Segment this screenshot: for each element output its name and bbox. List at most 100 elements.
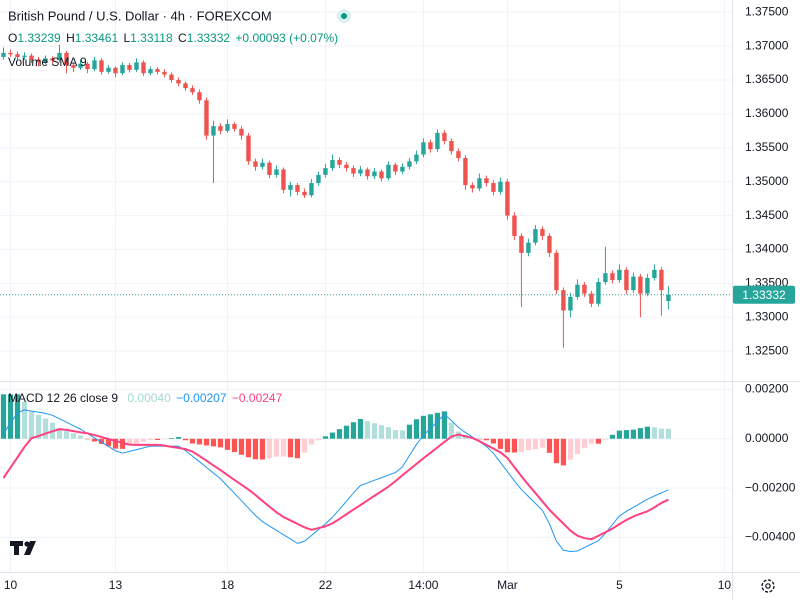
histogram-bar: [525, 438, 532, 451]
y-tick-label: 1.33000: [745, 309, 789, 323]
candle-body: [624, 269, 629, 291]
histogram-bar: [623, 430, 630, 439]
histogram-bar: [483, 438, 490, 441]
histogram-bar: [28, 411, 35, 439]
histogram-bar: [189, 438, 196, 444]
candle-body: [428, 142, 433, 150]
histogram-bar: [84, 438, 91, 440]
candle-body: [78, 63, 83, 68]
candle-body: [162, 71, 167, 75]
indicator-label[interactable]: Volume SMA 9: [8, 55, 87, 69]
last-price-label: 1.33332: [742, 288, 786, 302]
candle-body: [330, 159, 335, 169]
histogram-bar: [301, 438, 308, 453]
histogram-bar: [406, 424, 413, 439]
histogram-bar: [210, 438, 217, 447]
candle-body: [134, 62, 139, 70]
candle-body: [358, 169, 363, 174]
candle-body: [85, 63, 90, 70]
candle-body: [344, 164, 349, 169]
candle-body: [183, 83, 188, 89]
histogram-bar: [609, 434, 616, 439]
y-tick-label: 1.36000: [745, 106, 789, 120]
y-tick-label: 1.37500: [745, 4, 789, 18]
macd-title[interactable]: MACD 12 26 close 9: [8, 391, 118, 405]
histogram-bar: [252, 438, 259, 460]
candle-body: [148, 69, 153, 74]
gear: [761, 579, 775, 593]
candle-body: [92, 60, 97, 70]
histogram-bar: [378, 425, 385, 439]
candle-body: [519, 235, 524, 253]
candle-body: [337, 159, 342, 165]
histogram-bar: [420, 415, 427, 439]
candle-body: [582, 284, 587, 294]
settings-icon[interactable]: [761, 579, 775, 593]
candle-body: [99, 60, 104, 72]
candle-body: [407, 161, 412, 167]
candle-body: [253, 161, 258, 167]
histogram-bar: [434, 412, 441, 439]
histogram-bar: [574, 438, 581, 455]
candle-body: [57, 52, 62, 61]
candle-body: [610, 273, 615, 280]
candle-body: [281, 169, 286, 190]
candle-body: [498, 181, 503, 192]
axes: 10 13 18 22 14:00 Mar 5 10 1.37500 1.37000 1.36500…: [4, 4, 796, 592]
candle-body: [470, 185, 475, 189]
histogram-bar: [427, 414, 434, 439]
x-tick-label: 18: [221, 578, 235, 592]
candle-body: [120, 65, 125, 74]
histogram-bar: [168, 438, 175, 439]
histogram-bar: [441, 411, 448, 439]
histogram-bar: [21, 401, 28, 439]
candle-body: [295, 185, 300, 192]
histogram-bar: [259, 438, 266, 460]
histogram-bar: [497, 438, 504, 449]
histogram-bar: [539, 438, 546, 448]
histogram-bar: [42, 418, 49, 439]
candle-body: [246, 135, 251, 162]
candle-body: [540, 229, 545, 236]
logo-part: [24, 541, 36, 555]
histogram-bar: [56, 428, 63, 439]
candle-body: [176, 79, 181, 84]
logo[interactable]: [10, 541, 36, 555]
histogram-bar: [294, 438, 301, 459]
macd-line: [3, 409, 669, 553]
histogram-bar: [287, 438, 294, 458]
candle-body: [491, 183, 496, 192]
candle-body: [260, 162, 265, 167]
histogram-bar: [203, 438, 210, 446]
histogram-bar: [371, 423, 378, 439]
candle-body: [547, 235, 552, 253]
candle-body: [204, 100, 209, 136]
candle-body: [561, 290, 566, 311]
candle-body: [316, 174, 321, 184]
histogram-bar: [630, 429, 637, 439]
histogram-bar: [161, 438, 168, 440]
histogram-bar: [350, 422, 357, 439]
candle-body: [169, 74, 174, 80]
grid: [0, 0, 732, 572]
histogram-bar: [105, 438, 112, 447]
candle-body: [575, 284, 580, 297]
candle-body: [666, 294, 671, 302]
histogram-bar: [665, 428, 672, 439]
histogram-bar: [399, 430, 406, 439]
histogram-bar: [413, 419, 420, 439]
ohlc-legend: O1.33239 H1.33461 L1.33118 C1.33332 +0.0…: [8, 31, 338, 45]
candle-body: [71, 65, 76, 68]
histogram-bar: [560, 438, 567, 466]
histogram-bar: [231, 438, 238, 453]
candle-body: [379, 171, 384, 179]
candle-body: [659, 269, 664, 291]
candle-body: [596, 282, 601, 304]
y-tick-label: −0.00200: [745, 480, 796, 494]
histogram-bar: [224, 438, 231, 450]
histogram-bar: [518, 438, 525, 453]
histogram-bar: [217, 438, 224, 448]
y-tick-label: 1.35500: [745, 140, 789, 154]
chart-title: British Pound / U.S. Dollar · 4h · FOREX…: [8, 8, 272, 23]
candle-body: [645, 277, 650, 294]
